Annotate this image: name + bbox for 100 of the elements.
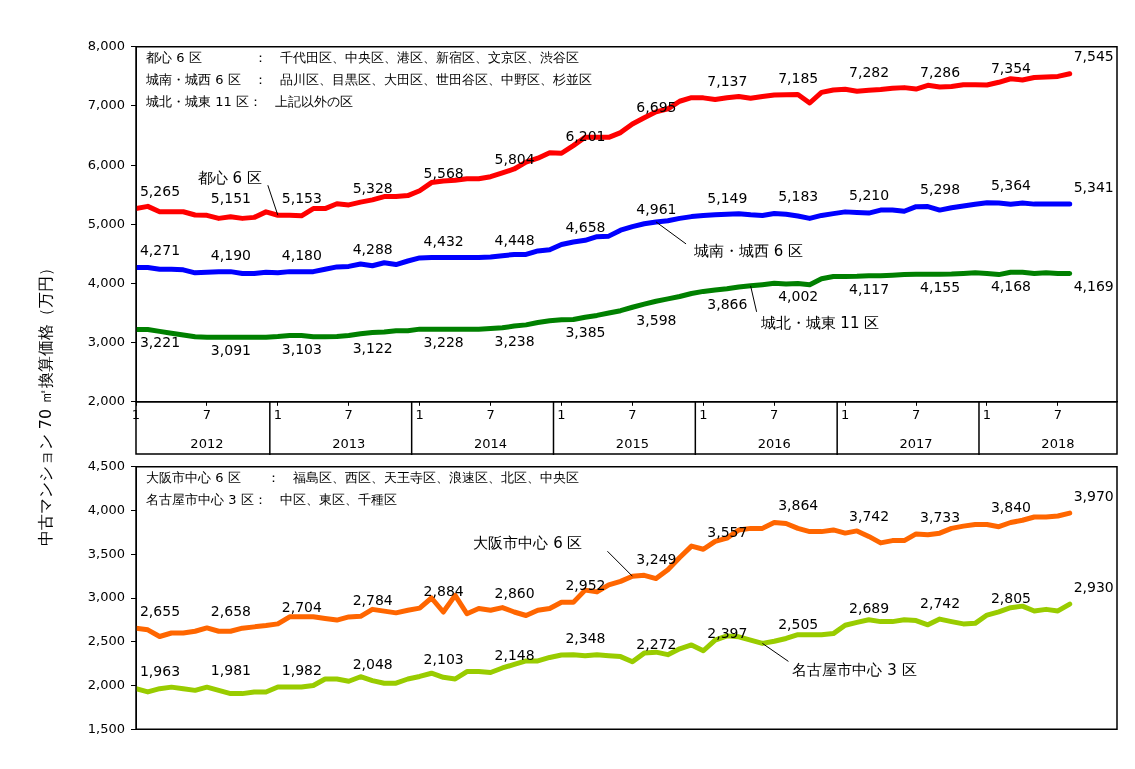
x-tick-label: 7 — [486, 406, 495, 422]
data-label: 4,271 — [139, 242, 181, 259]
y-axis-title: 中古マンション 70 ㎡換算価格（万円） — [35, 259, 56, 547]
data-label: 5,568 — [423, 165, 464, 182]
series-label: 城南・城西 6 区 — [693, 241, 804, 260]
x-tick-label: 7 — [911, 406, 921, 422]
text: 大阪市中心 6 区 — [473, 534, 583, 553]
data-label: 7,282 — [849, 63, 890, 80]
data-label: 2,860 — [494, 584, 535, 601]
annotation: 城北・城東 11 区： 上記以外の区 — [146, 93, 354, 111]
data-label: 3,228 — [423, 333, 464, 350]
x-tick-label: 1 — [273, 406, 282, 422]
data-label: 5,153 — [281, 189, 322, 206]
data-label: 4,288 — [352, 241, 393, 258]
y-tick-label: 3,500 — [87, 545, 125, 561]
data-label: 4,432 — [423, 232, 464, 249]
y-tick-label: 8,000 — [87, 38, 125, 54]
annotation: 名古屋市中心 3 区： 中区、東区、千種区 — [146, 491, 398, 509]
data-label: 4,658 — [565, 219, 606, 236]
data-label: 2,930 — [1073, 578, 1114, 595]
data-label: 5,341 — [1073, 178, 1114, 195]
data-label: 4,448 — [494, 231, 535, 248]
x2-tick-label: 2014 — [474, 435, 508, 451]
x-tick-label: 7 — [344, 406, 353, 422]
data-label: 4,117 — [849, 281, 890, 298]
data-label: 2,103 — [423, 651, 464, 668]
series-label: 都心 6 区 — [197, 169, 262, 188]
data-label: 3,970 — [1073, 487, 1114, 504]
annotation: 大阪市中心 6 区 ： 福島区、西区、天王寺区、浪速区、北区、中央区 — [146, 469, 579, 487]
y-tick-label: 3,000 — [87, 589, 125, 605]
data-label: 3,091 — [210, 341, 251, 358]
y-tick-label: 4,000 — [87, 274, 125, 290]
data-label: 3,221 — [139, 334, 181, 351]
x-tick-label: 1 — [557, 406, 566, 422]
data-label: 2,658 — [210, 602, 251, 619]
data-label: 3,598 — [636, 311, 677, 328]
data-label: 2,952 — [565, 576, 606, 593]
data-label: 4,002 — [778, 287, 819, 304]
x-tick-label: 7 — [202, 406, 212, 422]
data-label: 3,840 — [990, 499, 1032, 516]
data-label: 4,190 — [210, 246, 251, 263]
x2-tick-label: 2018 — [1041, 435, 1075, 451]
data-label: 2,805 — [990, 589, 1032, 606]
data-label: 2,704 — [281, 598, 322, 615]
x2-tick-label: 2016 — [757, 435, 791, 451]
data-label: 5,298 — [920, 181, 961, 198]
x2-tick-label: 2012 — [190, 435, 224, 451]
y-tick-label: 2,500 — [87, 633, 125, 649]
data-label: 3,249 — [636, 550, 677, 567]
y-tick-label: 2,000 — [87, 393, 125, 409]
data-label: 3,103 — [281, 341, 322, 358]
data-label: 3,238 — [494, 333, 535, 350]
data-label: 5,364 — [990, 177, 1032, 194]
x2-tick-label: 2013 — [332, 435, 366, 451]
data-label: 3,385 — [565, 324, 606, 341]
data-label: 2,884 — [423, 582, 464, 599]
annotation: 城南・城西 6 区 ： 品川区、目黒区、大田区、世田谷区、中野区、杉並区 — [146, 71, 592, 89]
data-label: 3,866 — [707, 296, 748, 313]
data-label: 5,265 — [139, 183, 181, 200]
data-label: 4,155 — [920, 278, 961, 295]
annotation: 都心 6 区 ： 千代田区、中央区、港区、新宿区、文京区、渋谷区 — [146, 49, 580, 67]
y-tick-label: 6,000 — [87, 156, 125, 172]
y-tick-label: 5,000 — [87, 215, 125, 231]
data-label: 3,864 — [778, 497, 819, 514]
data-label: 5,328 — [352, 179, 393, 196]
data-label: 5,210 — [849, 186, 890, 203]
data-label: 7,286 — [920, 63, 961, 80]
data-label: 5,149 — [707, 190, 748, 207]
data-label: 7,354 — [990, 59, 1032, 76]
y-tick-label: 3,000 — [87, 334, 125, 350]
series-label: 名古屋市中心 3 区 — [792, 661, 917, 680]
data-label: 7,185 — [778, 69, 819, 86]
x-tick-label: 7 — [770, 406, 779, 422]
x-tick-label: 7 — [628, 406, 637, 422]
y-tick-label: 7,000 — [87, 97, 125, 113]
data-label: 7,545 — [1073, 48, 1114, 65]
data-label: 4,169 — [1073, 278, 1114, 295]
data-label: 2,148 — [494, 647, 535, 664]
data-label: 1,963 — [139, 663, 181, 680]
data-label: 2,048 — [352, 655, 393, 672]
x-tick-label: 1 — [415, 406, 424, 422]
data-label: 3,733 — [920, 508, 961, 525]
data-label: 4,180 — [281, 247, 322, 264]
x-tick-label: 7 — [1053, 406, 1063, 422]
y-tick-label: 2,000 — [87, 676, 125, 692]
data-label: 2,689 — [849, 599, 890, 616]
data-label: 7,137 — [707, 72, 748, 89]
data-label: 2,784 — [352, 591, 393, 608]
y-tick-label: 1,500 — [87, 720, 125, 736]
data-label: 1,982 — [281, 661, 322, 678]
series-label: 城北・城東 11 区 — [759, 313, 880, 332]
data-label: 4,168 — [990, 278, 1032, 295]
y-tick-label: 4,000 — [87, 501, 125, 517]
data-label: 2,655 — [139, 602, 181, 619]
x2-tick-label: 2017 — [899, 435, 933, 451]
data-label: 4,961 — [636, 201, 677, 218]
data-label: 5,183 — [778, 188, 819, 205]
x2-tick-label: 2015 — [615, 435, 649, 451]
data-label: 3,122 — [352, 340, 393, 357]
x-tick-label: 1 — [982, 406, 992, 422]
